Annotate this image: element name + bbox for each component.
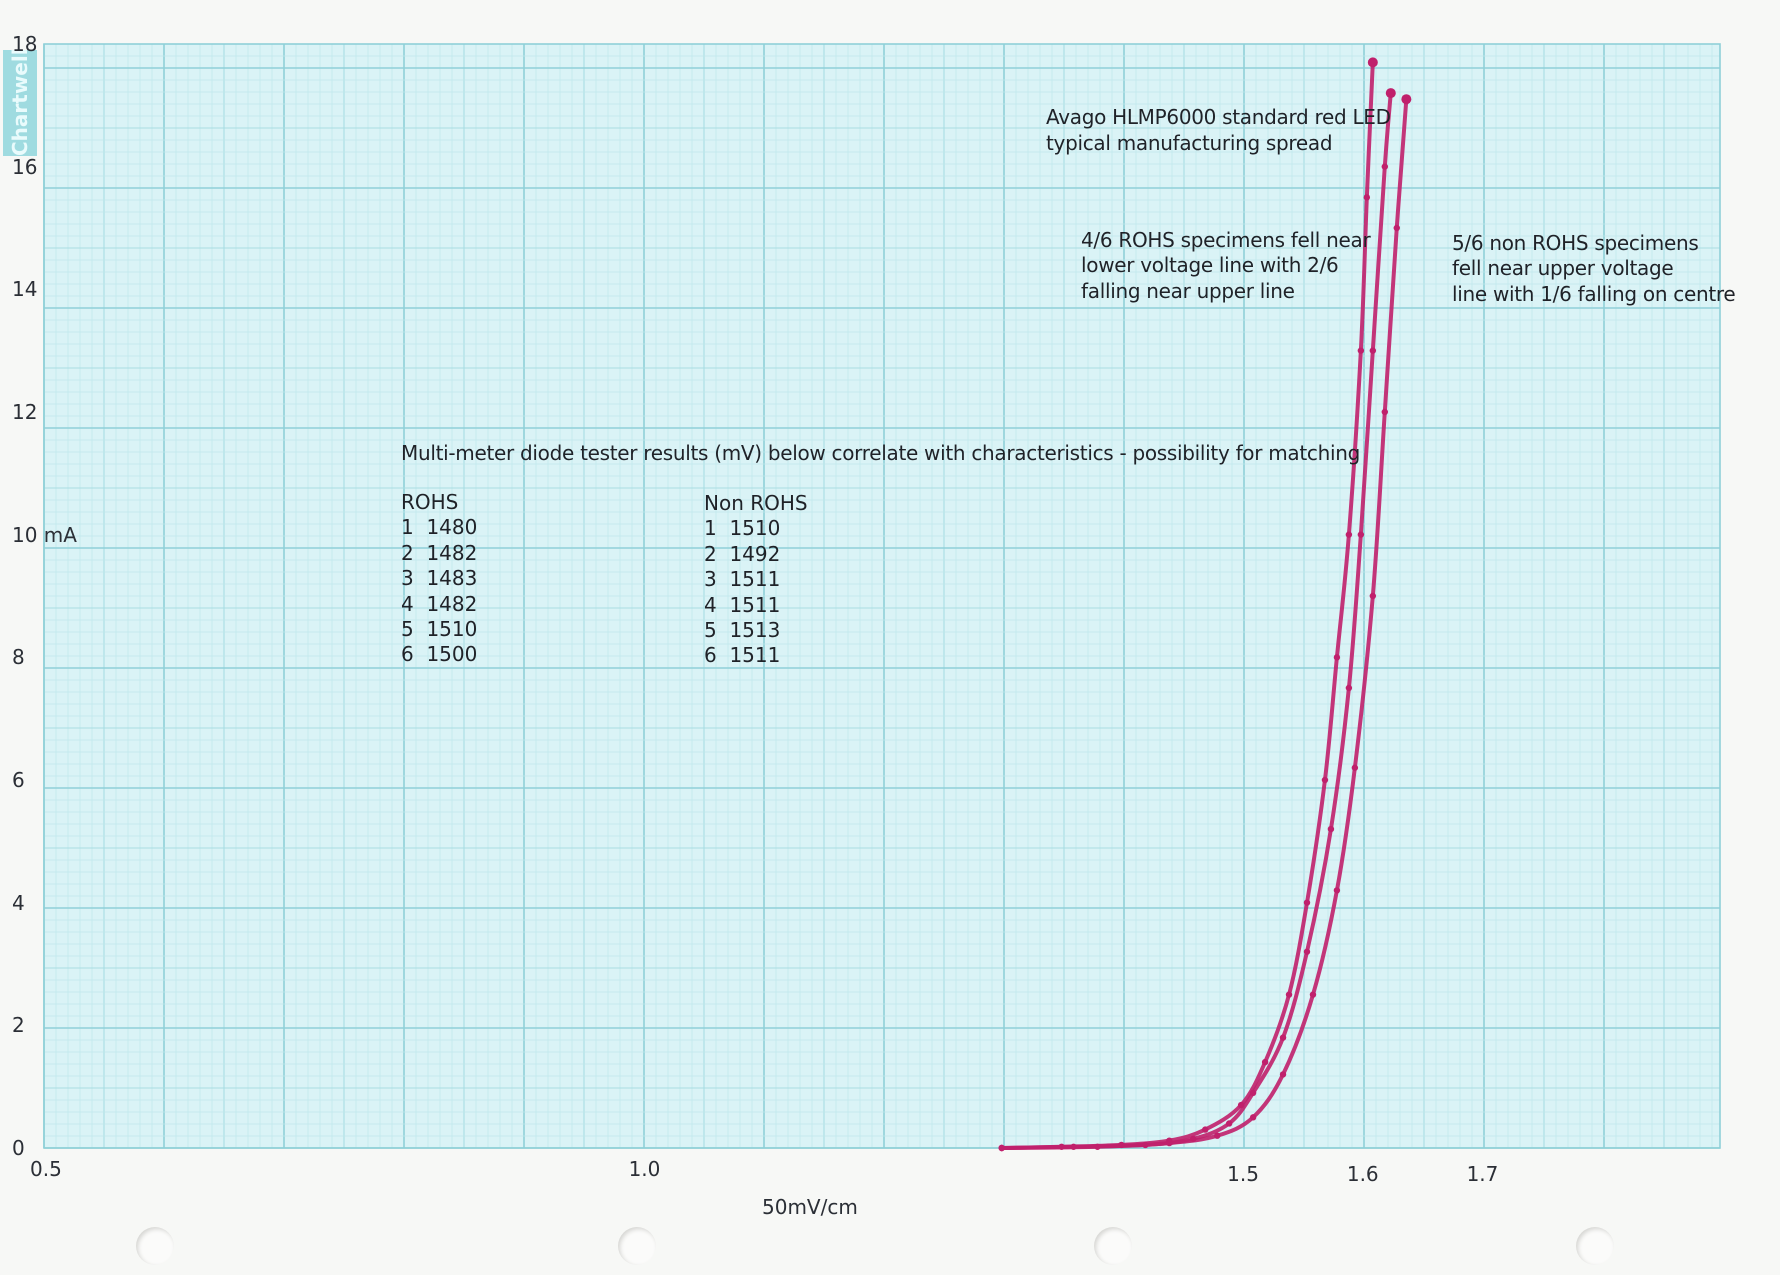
annotation-multimeter: Multi-meter diode tester results (mV) be… <box>401 441 1361 465</box>
annotation-rohs-1: 4/6 ROHS specimens fell near <box>1081 228 1371 252</box>
y-tick-label: 4 <box>12 890 25 915</box>
data-point <box>1369 347 1377 354</box>
data-point <box>1363 194 1371 201</box>
data-point <box>1225 1120 1233 1127</box>
data-point <box>1303 899 1311 906</box>
data-point <box>1309 991 1317 998</box>
data-point <box>1321 776 1329 784</box>
data-point <box>998 1144 1005 1152</box>
data-point <box>1285 991 1293 998</box>
punch-hole <box>136 1227 174 1265</box>
data-point <box>1357 347 1365 354</box>
data-point <box>1327 825 1335 833</box>
nonrohs-row: 5 1513 <box>704 618 781 643</box>
rohs-row: 1 1480 <box>401 515 478 540</box>
punch-hole <box>618 1227 656 1265</box>
curve-endpoint <box>1401 94 1412 105</box>
nonrohs-row: 1 1510 <box>704 516 781 541</box>
annotation-nonrohs-1: 5/6 non ROHS specimens <box>1452 231 1699 255</box>
annotation-title-2: typical manufacturing spread <box>1046 131 1333 155</box>
data-point <box>1214 1132 1221 1139</box>
data-point <box>1279 1034 1287 1041</box>
nonrohs-table: Non ROHS 1 1510 2 1492 3 1511 4 1511 5 1… <box>704 491 808 669</box>
y-tick-label: 0 <box>12 1136 25 1160</box>
rohs-row: 2 1482 <box>401 540 478 565</box>
annotation-rohs-3: falling near upper line <box>1081 279 1295 303</box>
annotation-rohs-2: lower voltage line with 2/6 <box>1081 253 1339 277</box>
data-point <box>1333 887 1341 894</box>
data-point <box>1351 764 1359 771</box>
y-tick-label: 14 <box>12 277 38 302</box>
nonrohs-row: 2 1492 <box>704 541 781 566</box>
data-point <box>1345 684 1353 692</box>
data-point <box>1393 224 1400 232</box>
nonrohs-row: 6 1511 <box>704 643 781 668</box>
punch-hole <box>1576 1227 1614 1265</box>
nonrohs-header: Non ROHS <box>704 491 808 515</box>
y-tick-label: 18 <box>12 32 38 56</box>
data-point <box>1345 531 1353 538</box>
x-tick-label: 1.0 <box>628 1157 661 1181</box>
data-point <box>1249 1089 1257 1097</box>
plot-frame <box>43 43 1721 1149</box>
rohs-table: ROHS 1 1480 2 1482 3 1483 4 1482 5 1510 … <box>401 490 477 668</box>
rohs-header: ROHS <box>401 490 459 514</box>
data-point <box>1279 1071 1287 1078</box>
y-tick-label: 10 mA <box>12 522 77 547</box>
curve-endpoint <box>1367 57 1378 68</box>
data-point <box>1094 1143 1101 1150</box>
data-point <box>1303 948 1311 955</box>
x-axis-label: 50mV/cm <box>762 1195 858 1219</box>
chartwell-logo: Chartwell <box>3 48 37 156</box>
x-tick-label: 1.5 <box>1227 1162 1259 1186</box>
data-point <box>1381 408 1389 416</box>
x-tick-label: 1.7 <box>1466 1162 1499 1186</box>
annotation-nonrohs-3: line with 1/6 falling on centre <box>1452 282 1736 306</box>
rohs-row: 4 1482 <box>401 591 478 616</box>
curve-endpoint <box>1385 88 1396 99</box>
data-point <box>1261 1058 1269 1066</box>
y-tick-label: 6 <box>12 768 25 792</box>
rohs-row: 3 1483 <box>401 566 478 591</box>
y-tick-label: 8 <box>12 645 25 670</box>
data-point <box>1381 163 1389 170</box>
data-point <box>1249 1114 1257 1121</box>
punch-hole <box>1094 1227 1132 1265</box>
y-tick-label: 16 <box>12 154 38 179</box>
x-tick-label: 1.6 <box>1346 1162 1379 1186</box>
data-point <box>1202 1126 1209 1133</box>
y-tick-label: 2 <box>12 1013 25 1038</box>
rohs-row: 5 1510 <box>401 617 478 642</box>
rohs-row: 6 1500 <box>401 642 478 667</box>
annotation-nonrohs-2: fell near upper voltage <box>1452 256 1674 280</box>
nonrohs-row: 3 1511 <box>704 567 781 592</box>
x-tick-label: 0.5 <box>30 1157 62 1181</box>
data-point <box>1333 654 1341 661</box>
data-point <box>1166 1139 1173 1147</box>
nonrohs-row: 4 1511 <box>704 592 781 617</box>
y-tick-label: 12 <box>12 400 38 424</box>
data-point <box>1357 531 1365 538</box>
annotation-title-1: Avago HLMP6000 standard red LED <box>1046 105 1391 129</box>
data-point <box>1369 592 1377 600</box>
